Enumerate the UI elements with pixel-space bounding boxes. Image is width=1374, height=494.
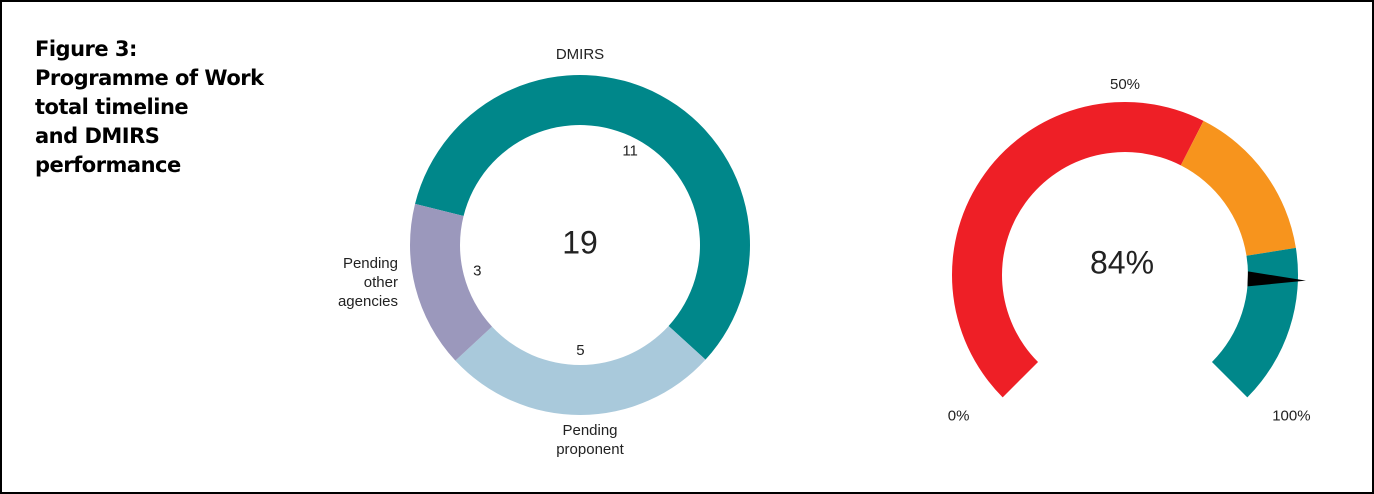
segment-category-label: DMIRS [556,46,604,63]
gauge-tick-label: 0% [948,407,970,424]
gauge-band [1180,120,1296,256]
segment-value-label: 11 [622,143,638,160]
label-line: agencies [338,293,398,310]
figure-title-line: and DMIRS [35,124,159,148]
segment-value-label: 5 [576,342,584,359]
gauge-band [952,102,1204,398]
label-line: proponent [556,441,624,458]
donut-total: 19 [562,224,598,260]
segment-value-label: 3 [473,262,481,279]
figure-title-line: Programme of Work [35,66,265,90]
figure-title-line: total timeline [35,95,188,119]
donut-segment [415,75,750,360]
gauge-band [1211,247,1298,398]
donut-segment [409,203,493,361]
gauge-tick-label: 100% [1272,407,1310,424]
gauge-value-label: 84% [1090,244,1154,280]
label-line: Pending [343,255,398,272]
gauge-needle [1247,271,1306,287]
figure-title-line: Figure 3: [35,37,137,61]
figure-title-line: performance [35,153,181,177]
donut-segment [455,325,706,415]
label-line: other [364,274,398,291]
label-line: Pending [562,422,617,439]
segment-category-label: Pending other agencies [338,255,398,310]
segment-category-label: Pending proponent [556,422,624,458]
gauge-tick-label: 50% [1110,76,1140,93]
label-line: DMIRS [556,46,604,63]
